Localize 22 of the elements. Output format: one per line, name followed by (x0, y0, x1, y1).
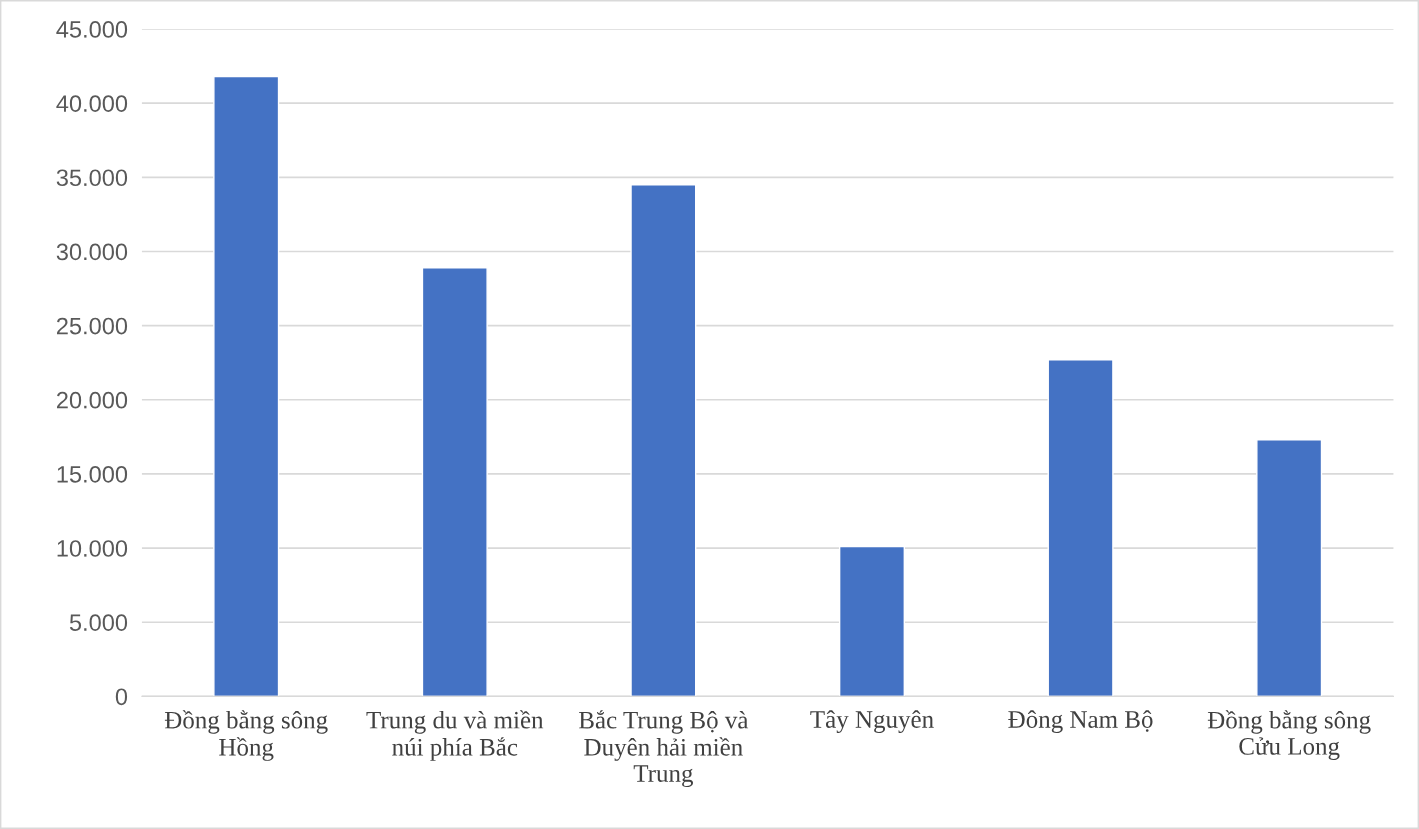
x-tick-label: Bắc Trung Bộ và Duyên hải miền Trung (579, 710, 749, 788)
x-tick-label: Đông Nam Bộ (1008, 710, 1153, 734)
y-tick-label: 30.000 (56, 243, 128, 261)
y-tick-label: 0 (115, 688, 128, 706)
bar (838, 545, 906, 697)
x-tick-label: Đồng bằng sông Cửu Long (1207, 710, 1371, 760)
y-tick-label: 15.000 (57, 465, 128, 483)
bar (1256, 439, 1323, 697)
x-tick-label: Trung du và miền núi phía Bắc (366, 710, 544, 761)
bar (1047, 359, 1114, 697)
y-tick-label: 40.000 (56, 95, 128, 112)
y-tick-label: 20.000 (56, 391, 128, 409)
y-tick-label: 5.000 (69, 614, 128, 631)
y-tick-label: 25.000 (56, 317, 128, 335)
bar (421, 267, 488, 697)
x-tick-label: Đồng bằng sông Hồng (164, 710, 328, 761)
y-tick-label: 45.000 (56, 21, 128, 38)
bar (213, 75, 280, 697)
y-tick-label: 10.000 (57, 540, 128, 557)
y-tick-label: 35.000 (56, 169, 128, 187)
bar (630, 184, 697, 697)
x-tick-label: Tây Nguyên (810, 710, 934, 734)
